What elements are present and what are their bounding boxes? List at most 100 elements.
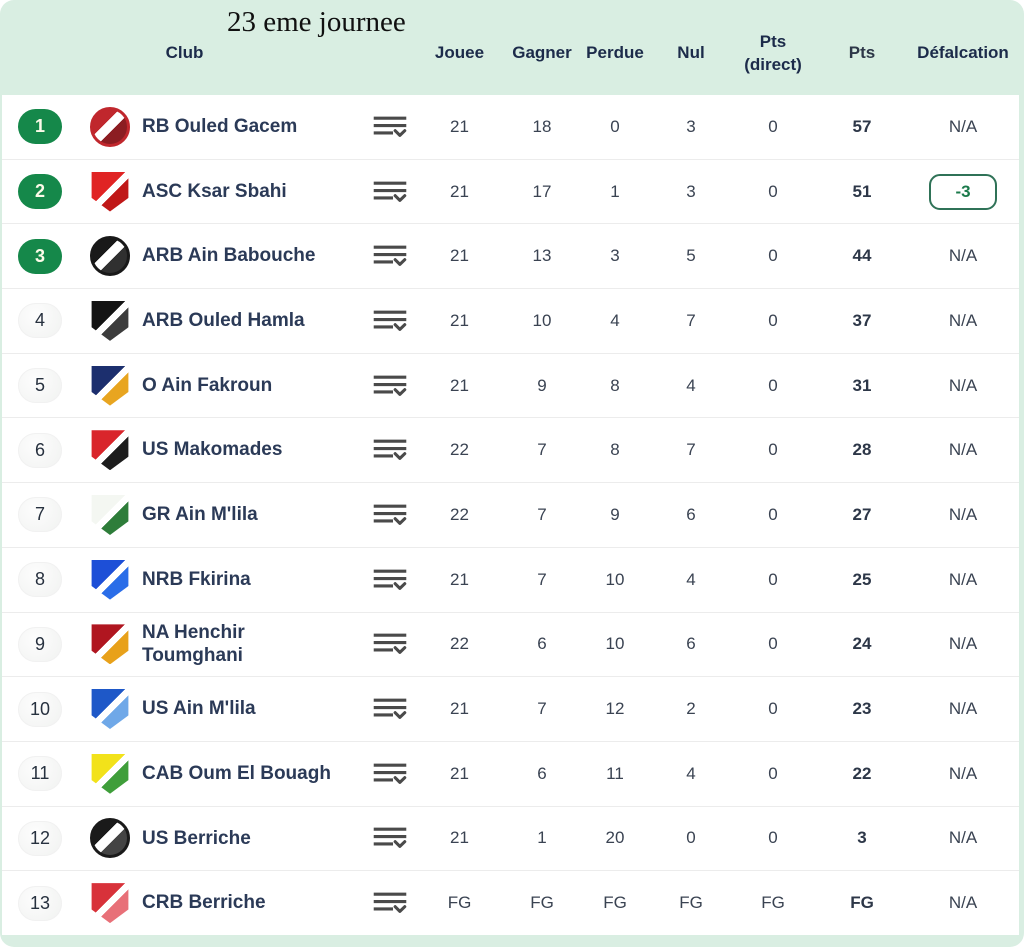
cell-pts-direct: 0 <box>768 504 778 524</box>
rank-badge: 8 <box>18 562 62 598</box>
cell-nul: FG <box>679 893 703 913</box>
defalcation-value: N/A <box>948 504 978 524</box>
cell-defalcation: N/A <box>907 699 1019 719</box>
list-chevron-down-icon <box>373 828 406 849</box>
defalcation-value: -3 <box>929 173 997 210</box>
standings-table: 1 RB Ouled Gacem 21 18 0 3 0 57 N/A <box>2 95 1019 935</box>
cell-pts-direct: 0 <box>768 310 778 330</box>
row-details-button[interactable] <box>367 242 412 270</box>
row-details-button[interactable] <box>367 372 412 400</box>
club-name: ARB Ouled Hamla <box>142 310 305 332</box>
table-row[interactable]: 4 ARB Ouled Hamla 21 10 4 7 0 37 N/A <box>2 289 1019 354</box>
cell-nul: 2 <box>686 699 696 719</box>
table-row[interactable]: 2 ASC Ksar Sbahi 21 17 1 3 0 51 -3 <box>2 159 1019 225</box>
row-details-button[interactable] <box>367 630 412 658</box>
cell-gagner: 13 <box>532 246 552 266</box>
table-row[interactable]: 3 ARB Ain Babouche 21 13 3 5 0 44 N/A <box>2 224 1019 290</box>
club-logo <box>90 818 130 859</box>
cell-pts: 44 <box>852 246 872 266</box>
cell-nul: 5 <box>686 246 696 266</box>
cell-pts-direct: 0 <box>768 375 778 395</box>
defalcation-value: N/A <box>948 828 978 848</box>
rank-number: 3 <box>34 245 45 266</box>
cell-pts: 25 <box>852 569 872 589</box>
cell-nul: 4 <box>686 569 696 589</box>
cell-perdue: 9 <box>610 504 620 524</box>
club-logo <box>91 689 129 730</box>
table-row[interactable]: 7 GR Ain M'lila 22 7 9 6 0 27 N/A <box>2 483 1019 548</box>
list-chevron-down-icon <box>373 569 406 590</box>
rank-badge: 4 <box>18 303 62 339</box>
cell-perdue: 12 <box>605 699 625 719</box>
cell-jouee: 22 <box>450 504 469 524</box>
defalcation-value: N/A <box>948 569 978 589</box>
table-row[interactable]: 12 US Berriche 21 1 20 0 0 3 N/A <box>2 806 1019 872</box>
cell-jouee: 22 <box>450 440 469 460</box>
row-details-button[interactable] <box>367 760 412 788</box>
cell-pts-direct: 0 <box>768 116 778 136</box>
club-logo <box>91 559 129 600</box>
cell-perdue: 4 <box>610 310 620 330</box>
row-details-button[interactable] <box>367 307 412 335</box>
table-row[interactable]: 11 CAB Oum El Bouagh 21 6 11 4 0 22 N/A <box>2 741 1019 807</box>
cell-defalcation: N/A <box>907 893 1019 913</box>
table-row[interactable]: 10 US Ain M'lila 21 7 12 2 0 23 N/A <box>2 677 1019 742</box>
club-name: US Ain M'lila <box>142 698 256 720</box>
club-logo <box>90 106 130 147</box>
column-header-jouee: Jouee <box>434 43 485 63</box>
table-row[interactable]: 8 NRB Fkirina 21 7 10 4 0 25 N/A <box>2 547 1019 613</box>
rank-number: 2 <box>34 181 45 202</box>
row-details-button[interactable] <box>367 178 412 206</box>
cell-pts-direct: 0 <box>768 828 778 848</box>
cell-perdue: 10 <box>605 634 625 654</box>
rank-number: 5 <box>34 375 45 396</box>
rank-badge: 6 <box>18 432 62 468</box>
cell-nul: 6 <box>686 634 696 654</box>
list-chevron-down-icon <box>373 245 406 267</box>
table-row[interactable]: 9 NA Henchir Toumghani 22 6 10 6 0 24 N/… <box>2 612 1019 678</box>
table-row[interactable]: 13 CRB Berriche FG FG FG FG FG FG N/A <box>2 871 1019 935</box>
rank-badge: 5 <box>18 368 62 404</box>
cell-pts: 57 <box>852 116 872 136</box>
cell-gagner: 7 <box>537 699 547 719</box>
cell-perdue: 3 <box>610 246 620 266</box>
cell-nul: 7 <box>686 440 696 460</box>
column-header-pts-direct: Pts (direct) <box>744 31 802 74</box>
row-details-button[interactable] <box>367 889 412 917</box>
row-details-button[interactable] <box>367 824 412 852</box>
club-name: NRB Fkirina <box>142 568 251 590</box>
cell-gagner: 6 <box>537 634 547 654</box>
cell-perdue: 0 <box>610 116 620 136</box>
defalcation-value: N/A <box>948 699 978 719</box>
club-logo <box>91 624 129 665</box>
rank-badge: 3 <box>18 238 62 274</box>
cell-defalcation: N/A <box>907 828 1019 848</box>
cell-gagner: 1 <box>537 828 547 848</box>
table-row[interactable]: 6 US Makomades 22 7 8 7 0 28 N/A <box>2 418 1019 484</box>
cell-jouee: 21 <box>450 375 469 395</box>
cell-nul: 3 <box>686 116 696 136</box>
table-header: 23 eme journee Club Jouee Gagner Perdue … <box>0 0 1024 95</box>
defalcation-value: N/A <box>948 440 978 460</box>
cell-gagner: 7 <box>537 504 547 524</box>
column-header-gagner: Gagner <box>512 43 572 63</box>
club-name: CAB Oum El Bouagh <box>142 762 331 784</box>
cell-jouee: 21 <box>450 699 469 719</box>
rank-badge: 1 <box>18 109 62 145</box>
cell-defalcation: N/A <box>907 117 1019 137</box>
list-chevron-down-icon <box>373 439 406 461</box>
cell-gagner: 18 <box>532 116 552 136</box>
row-details-button[interactable] <box>367 436 412 464</box>
cell-pts: 23 <box>852 699 872 719</box>
row-details-button[interactable] <box>367 113 412 141</box>
cell-nul: 0 <box>686 828 696 848</box>
row-details-button[interactable] <box>367 695 412 723</box>
table-row[interactable]: 1 RB Ouled Gacem 21 18 0 3 0 57 N/A <box>2 95 1019 160</box>
club-name: CRB Berriche <box>142 892 266 914</box>
rank-number: 7 <box>34 504 45 525</box>
cell-defalcation: N/A <box>907 634 1019 654</box>
row-details-button[interactable] <box>367 501 412 529</box>
table-row[interactable]: 5 O Ain Fakroun 21 9 8 4 0 31 N/A <box>2 353 1019 419</box>
cell-defalcation: N/A <box>907 376 1019 396</box>
row-details-button[interactable] <box>367 566 412 594</box>
